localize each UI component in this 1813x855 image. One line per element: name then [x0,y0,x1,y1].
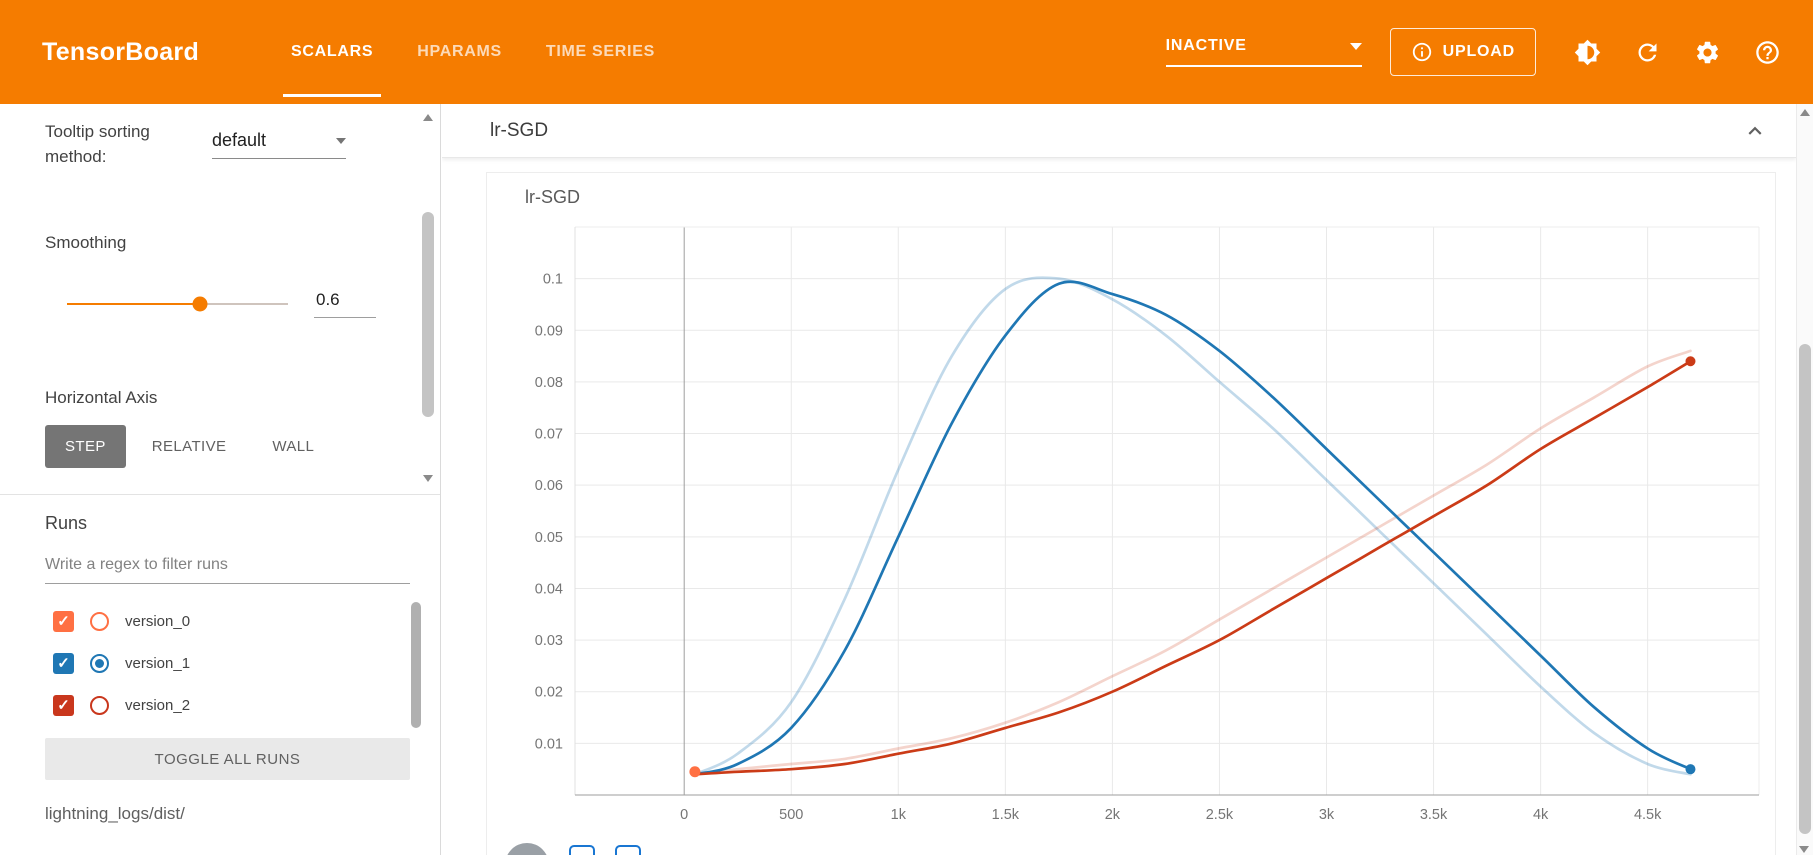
scalar-chart-card: lr-SGD 0.01 0.02 0.03 0.04 0.05 0.06 0.07 0.08 0… [486,172,1776,855]
svg-text:2k: 2k [1105,807,1121,823]
log-directory-path: lightning_logs/dist/ [45,804,185,823]
section-title: lr-SGD [490,119,549,141]
chart-title: lr-SGD [525,187,580,207]
scroll-down-arrow-icon[interactable] [423,475,433,482]
chart-action-square-icon[interactable] [569,845,595,855]
svg-text:0.05: 0.05 [535,530,563,546]
horizontal-axis-buttons: STEP RELATIVE WALL [45,424,376,468]
svg-text:0.06: 0.06 [535,478,563,494]
scroll-down-arrow-icon[interactable] [1799,846,1809,853]
run-radio[interactable] [90,695,109,715]
run-checkbox[interactable]: ✓ [53,694,74,716]
svg-text:500: 500 [779,807,803,823]
run-row-version-2[interactable]: ✓ version_2 [45,684,421,726]
smoothing-value-field[interactable]: 0.6 [314,290,376,318]
smoothing-label: Smoothing [45,233,127,253]
svg-text:1k: 1k [891,807,907,823]
sidebar: Tooltip sorting method: default Smoothin… [0,104,441,855]
scrollbar-thumb[interactable] [422,212,434,417]
svg-text:1.5k: 1.5k [992,807,1020,823]
run-row-version-1[interactable]: ✓ version_1 [45,642,421,684]
svg-text:0.08: 0.08 [535,375,563,391]
svg-text:0.04: 0.04 [535,581,563,597]
chart-action-circle-icon[interactable] [505,843,549,855]
chevron-down-icon [1349,42,1362,50]
smoothing-slider[interactable] [67,296,288,312]
scroll-up-arrow-icon[interactable] [1800,109,1810,116]
slider-fill [67,302,200,305]
status-dropdown[interactable]: INACTIVE [1165,37,1362,67]
app-header: TensorBoard SCALARS HPARAMS TIME SERIES … [0,0,1813,104]
svg-text:2.5k: 2.5k [1206,807,1234,823]
tab-hparams[interactable]: HPARAMS [417,43,502,60]
svg-text:0.1: 0.1 [543,272,563,288]
tensorboard-logo[interactable]: TensorBoard [42,37,200,66]
tab-scalars[interactable]: SCALARS [269,0,395,104]
chart-action-square-icon[interactable] [615,845,641,855]
divider [0,494,440,495]
help-icon[interactable] [1754,39,1781,66]
runs-scrollbar[interactable] [411,602,421,728]
collapse-chevron-up-icon[interactable] [1742,118,1768,144]
nav-tabs: SCALARS HPARAMS TIME SERIES [269,0,677,104]
runs-pane: Runs ✓ version_0 ✓ version_1 ✓ version_2… [0,495,440,824]
run-checkbox[interactable]: ✓ [53,610,74,632]
info-icon [1411,41,1433,63]
axis-wall-button[interactable]: WALL [252,425,334,468]
run-list: ✓ version_0 ✓ version_1 ✓ version_2 [45,600,421,728]
settings-icon[interactable] [1694,39,1721,66]
svg-text:0.09: 0.09 [535,323,563,339]
settings-pane: Tooltip sorting method: default Smoothin… [0,104,440,494]
svg-text:0.07: 0.07 [535,427,563,443]
svg-text:3.5k: 3.5k [1420,807,1448,823]
toggle-all-runs-button[interactable]: TOGGLE ALL RUNS [45,738,410,780]
tooltip-sorting-select[interactable]: default [212,130,346,160]
upload-button[interactable]: UPLOAD [1389,28,1536,76]
axis-step-button[interactable]: STEP [45,424,126,468]
scalar-section-header: lr-SGD [442,104,1796,158]
svg-text:0.01: 0.01 [535,736,563,752]
runs-title: Runs [45,513,88,533]
runs-filter-input[interactable] [45,552,410,584]
horizontal-axis-label: Horizontal Axis [45,387,158,407]
scrollbar-thumb[interactable] [1799,344,1811,834]
svg-text:3k: 3k [1319,807,1335,823]
main-content: lr-SGD lr-SGD 0.01 0.02 0.03 0.04 0.05 0.06 0.… [442,104,1796,855]
scroll-up-arrow-icon[interactable] [423,114,433,121]
axis-relative-button[interactable]: RELATIVE [132,425,247,468]
chevron-down-icon [336,137,346,144]
svg-text:0.02: 0.02 [535,685,563,701]
run-row-version-0[interactable]: ✓ version_0 [45,600,421,642]
chart-action-buttons [505,843,1775,855]
run-radio[interactable] [90,653,109,673]
run-checkbox[interactable]: ✓ [53,652,74,674]
svg-text:4k: 4k [1533,807,1549,823]
slider-thumb[interactable] [192,296,208,312]
theme-toggle-icon[interactable] [1574,39,1601,66]
svg-text:0: 0 [680,807,688,823]
page-scrollbar[interactable] [1796,104,1813,855]
header-right-controls: INACTIVE UPLOAD [1165,0,1793,104]
refresh-icon[interactable] [1634,39,1661,66]
header-icon-group [1574,39,1793,66]
tab-time-series[interactable]: TIME SERIES [545,43,655,60]
tooltip-sorting-label: Tooltip sorting method: [45,122,150,166]
run-radio[interactable] [90,611,109,631]
svg-text:4.5k: 4.5k [1634,807,1662,823]
scalar-chart[interactable]: 0.01 0.02 0.03 0.04 0.05 0.06 0.07 0.08 0.09 0.1 0… [487,215,1775,835]
svg-text:0.03: 0.03 [535,633,563,649]
settings-scrollbar[interactable] [421,112,435,484]
